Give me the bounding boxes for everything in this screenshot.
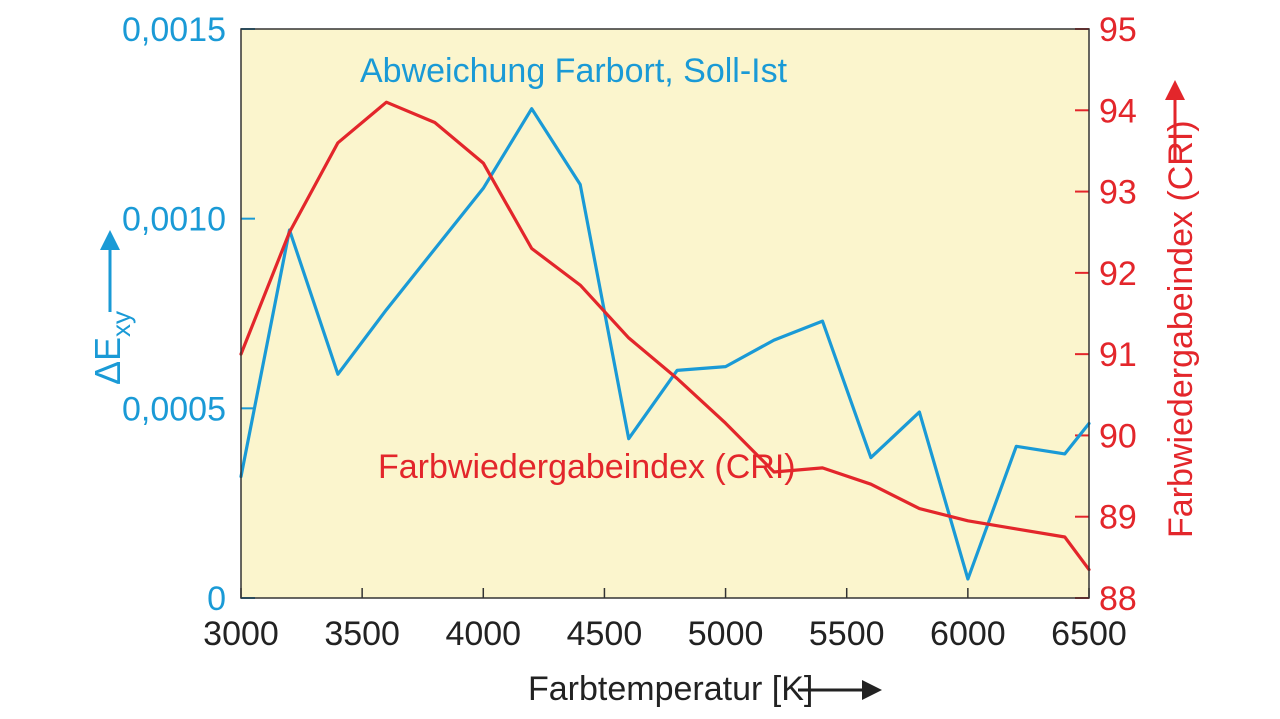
data-point-deviation: [773, 339, 775, 341]
data-point-cri: [1015, 528, 1017, 530]
data-point-deviation: [918, 411, 920, 413]
x-tick-label: 5500: [809, 615, 885, 653]
data-point-cri: [337, 142, 339, 144]
x-axis-arrow: [798, 680, 882, 700]
y-right-axis-label-group: Farbwiedergabeindex (CRI): [1162, 120, 1200, 538]
data-point-deviation: [337, 373, 339, 375]
y-left-axis-label-group: ΔExy: [87, 311, 136, 385]
x-tick-label: 5000: [688, 615, 764, 653]
y-right-axis-arrow: [1165, 80, 1185, 160]
y-right-tick-label: 93: [1099, 174, 1137, 212]
data-point-cri: [821, 467, 823, 469]
data-point-deviation: [579, 184, 581, 186]
data-point-cri: [1064, 536, 1066, 538]
y-right-tick-label: 88: [1099, 580, 1137, 618]
data-point-cri: [918, 508, 920, 510]
plot-frame: [240, 28, 1090, 599]
y-right-tick-label: 90: [1099, 417, 1137, 455]
y-right-tick-label: 92: [1099, 255, 1137, 293]
data-point-deviation: [821, 320, 823, 322]
y-left-tick-label: 0,0005: [122, 390, 226, 428]
data-point-deviation: [676, 369, 678, 371]
y-right-tick-label: 89: [1099, 499, 1137, 537]
series-label-deviation: Abweichung Farbort, Soll-Ist: [360, 52, 788, 90]
data-point-cri: [288, 231, 290, 233]
data-point-deviation: [385, 309, 387, 311]
data-point-deviation: [531, 108, 533, 110]
data-point-deviation: [628, 438, 630, 440]
data-point-cri: [531, 247, 533, 249]
data-point-cri: [967, 520, 969, 522]
y-left-axis-label-subscript: xy: [106, 311, 136, 337]
data-point-cri: [482, 162, 484, 164]
x-tick-label: 6500: [1051, 615, 1127, 653]
y-right-axis-label: Farbwiedergabeindex (CRI): [1162, 120, 1200, 538]
data-point-cri: [385, 101, 387, 103]
x-tick-label: 6000: [930, 615, 1006, 653]
data-point-cri: [579, 284, 581, 286]
y-left-axis-arrow: [100, 230, 120, 312]
data-point-cri: [434, 121, 436, 123]
data-point-deviation: [725, 366, 727, 368]
data-point-cri: [628, 337, 630, 339]
y-left-axis-label-main: ΔE: [87, 337, 128, 385]
series-label-cri: Farbwiedergabeindex (CRI): [378, 448, 796, 486]
tick-labels: 3000 3500 4000 4500 5000 5500 6000 6500 0 0,0005 0…: [122, 11, 1137, 653]
data-point-cri: [870, 483, 872, 485]
data-point-cri: [725, 422, 727, 424]
y-left-tick-label: 0,0015: [122, 11, 226, 49]
data-point-deviation: [870, 457, 872, 459]
data-point-deviation: [482, 187, 484, 189]
x-tick-label: 4500: [567, 615, 643, 653]
plot-area: [241, 29, 1089, 598]
y-right-tick-label: 91: [1099, 336, 1137, 374]
x-tick-label: 3000: [203, 615, 279, 653]
x-tick-label: 3500: [324, 615, 400, 653]
y-right-tick-label: 95: [1099, 11, 1137, 49]
y-left-axis-label: ΔExy: [87, 311, 136, 385]
data-point-deviation: [1064, 453, 1066, 455]
x-tick-label: 4000: [445, 615, 521, 653]
data-point-deviation: [1015, 445, 1017, 447]
y-left-tick-label: 0,0010: [122, 201, 226, 239]
data-point-deviation: [434, 248, 436, 250]
x-axis-label: Farbtemperatur [K]: [528, 670, 813, 708]
data-point-cri: [676, 378, 678, 380]
data-point-cri: [773, 471, 775, 473]
y-left-tick-label: 0: [207, 580, 226, 618]
y-right-tick-label: 94: [1099, 92, 1137, 130]
data-point-deviation: [967, 578, 969, 580]
series-group: [239, 100, 1091, 581]
